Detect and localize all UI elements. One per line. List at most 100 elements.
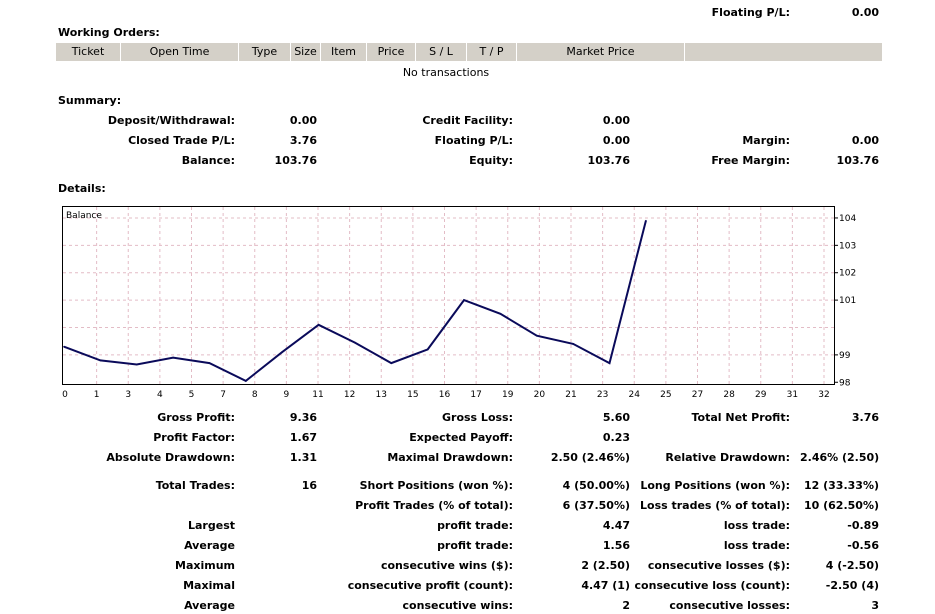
x-tick-label: 7 — [220, 390, 226, 400]
balance-point — [172, 356, 174, 359]
profit-factor-label: Profit Factor: — [153, 431, 235, 444]
maximal-profit-value: 4.47 (1) — [581, 579, 630, 592]
closed-pl-value: 3.76 — [289, 134, 317, 147]
closed-pl-label: Closed Trade P/L: — [128, 134, 235, 147]
balance-point — [317, 324, 320, 326]
largest-loss-value: -0.89 — [847, 519, 879, 532]
col-tp[interactable]: T / P — [467, 43, 517, 61]
balance-point — [208, 362, 211, 364]
maximum-label: Maximum — [175, 559, 235, 572]
largest-label: Largest — [188, 519, 235, 532]
equity-label: Equity: — [469, 154, 513, 167]
profit-trades-label: Profit Trades (% of total): — [355, 499, 513, 512]
balance-point — [499, 313, 502, 315]
no-transactions: No transactions — [402, 66, 490, 79]
x-tick-label: 13 — [376, 390, 387, 400]
col-type[interactable]: Type — [239, 43, 291, 61]
col-ticket[interactable]: Ticket — [56, 43, 121, 61]
y-tick-label: 102 — [839, 269, 856, 279]
chart-title: Balance — [66, 211, 102, 221]
max-cons-losses-label: consecutive losses ($): — [647, 559, 790, 572]
y-tick-label: 104 — [839, 214, 856, 224]
avg-cons-losses-value: 3 — [871, 599, 879, 612]
short-positions-label: Short Positions (won %): — [359, 479, 513, 492]
profit-trades-value: 6 (37.50%) — [562, 499, 630, 512]
x-tick-label: 21 — [565, 390, 576, 400]
profit-factor-value: 1.67 — [289, 431, 317, 444]
x-tick-label: 3 — [125, 390, 131, 400]
total-net-label: Total Net Profit: — [691, 411, 791, 424]
loss-trades-value: 10 (62.50%) — [803, 499, 879, 512]
average-loss-label: loss trade: — [723, 539, 790, 552]
x-tick-label: 11 — [312, 390, 323, 400]
long-positions-value: 12 (33.33%) — [803, 479, 879, 492]
average-cons-label: Average — [184, 599, 235, 612]
balance-value: 103.76 — [274, 154, 317, 167]
expected-payoff-label: Expected Payoff: — [409, 431, 513, 444]
details-title: Details: — [58, 182, 106, 195]
equity-value: 103.76 — [587, 154, 630, 167]
average-profit-value: 1.56 — [602, 539, 630, 552]
balance-series-points — [63, 219, 647, 382]
deposit-value: 0.00 — [289, 114, 317, 127]
max-cons-losses-value: 4 (-2.50) — [825, 559, 879, 572]
relative-drawdown-value: 2.46% (2.50) — [800, 451, 880, 464]
gross-loss-label: Gross Loss: — [442, 411, 513, 424]
x-tick-label: 16 — [439, 390, 451, 400]
expected-payoff-value: 0.23 — [602, 431, 630, 444]
chart-y-axis: 104 103 102 101 99 98 — [834, 214, 856, 388]
absolute-drawdown-label: Absolute Drawdown: — [106, 451, 235, 464]
x-tick-label: 12 — [344, 390, 355, 400]
x-tick-label: 1 — [94, 390, 100, 400]
y-tick-label: 101 — [839, 296, 856, 306]
balance-point — [572, 343, 574, 345]
balance-series-line — [63, 220, 647, 383]
balance-point — [608, 362, 611, 364]
col-market-price[interactable]: Market Price — [517, 43, 685, 61]
avg-cons-wins-value: 2 — [622, 599, 630, 612]
maximal-loss-value: -2.50 (4) — [825, 579, 879, 592]
x-tick-label: 4 — [157, 390, 163, 400]
x-tick-label: 23 — [597, 390, 608, 400]
x-tick-label: 19 — [502, 390, 514, 400]
col-sl[interactable]: S / L — [416, 43, 467, 61]
x-tick-label: 27 — [692, 390, 703, 400]
balance-point — [463, 299, 465, 301]
balance-label: Balance: — [181, 154, 235, 167]
y-tick-label: 103 — [839, 241, 856, 251]
free-margin-value: 103.76 — [836, 154, 879, 167]
summary-title: Summary: — [58, 94, 122, 107]
maximal-loss-label: consecutive loss (count): — [634, 579, 790, 592]
col-open-time[interactable]: Open Time — [121, 43, 239, 61]
col-item[interactable]: Item — [321, 43, 367, 61]
summary-floating-label: Floating P/L: — [434, 134, 513, 147]
x-tick-label: 8 — [252, 390, 258, 400]
balance-point — [281, 351, 283, 353]
chart-frame — [62, 206, 835, 385]
deposit-label: Deposit/Withdrawal: — [107, 114, 235, 127]
average-label: Average — [184, 539, 235, 552]
maximal-drawdown-label: Maximal Drawdown: — [387, 451, 513, 464]
x-tick-label: 5 — [189, 390, 195, 400]
top-floating-value: 0.00 — [851, 6, 879, 19]
x-tick-label: 0 — [62, 390, 68, 400]
relative-drawdown-label: Relative Drawdown: — [665, 451, 790, 464]
x-tick-label: 25 — [660, 390, 671, 400]
y-tick-label: 98 — [839, 378, 851, 388]
gross-profit-value: 9.36 — [289, 411, 317, 424]
margin-label: Margin: — [742, 134, 790, 147]
long-positions-label: Long Positions (won %): — [640, 479, 790, 492]
x-tick-label: 20 — [534, 390, 546, 400]
credit-label: Credit Facility: — [422, 114, 513, 127]
balance-point — [245, 380, 247, 382]
average-profit-label: profit trade: — [437, 539, 513, 552]
margin-value: 0.00 — [851, 134, 879, 147]
col-blank[interactable] — [685, 43, 882, 61]
avg-cons-losses-label: consecutive losses: — [669, 599, 790, 612]
x-tick-label: 31 — [787, 390, 798, 400]
col-price[interactable]: Price — [367, 43, 416, 61]
x-tick-label: 17 — [470, 390, 481, 400]
maximal-profit-label: consecutive profit (count): — [347, 579, 513, 592]
col-size[interactable]: Size — [291, 43, 321, 61]
max-cons-wins-label: consecutive wins ($): — [380, 559, 513, 572]
